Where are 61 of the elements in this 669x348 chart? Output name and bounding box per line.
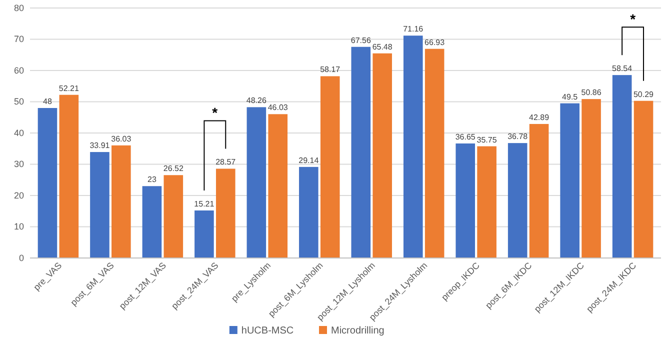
data-label: 50.86 — [581, 88, 602, 98]
data-label: 48.26 — [246, 96, 267, 106]
y-tick-label: 50 — [14, 96, 24, 107]
bar — [216, 168, 236, 258]
data-label: 36.78 — [508, 132, 528, 142]
y-tick-label: 60 — [14, 65, 24, 76]
bar — [477, 146, 496, 258]
data-label: 66.93 — [424, 38, 446, 47]
bar — [112, 145, 131, 258]
data-label: 36.03 — [111, 134, 132, 144]
data-label: 35.75 — [476, 135, 498, 144]
data-label: 15.21 — [194, 199, 215, 208]
bar — [164, 175, 184, 258]
bar — [372, 53, 392, 258]
data-label: 49.5 — [562, 92, 578, 102]
data-label: 26.52 — [163, 164, 184, 174]
bar — [268, 114, 288, 258]
data-label: 50.29 — [634, 90, 654, 99]
y-tick-label: 20 — [14, 190, 24, 200]
bar — [90, 152, 110, 258]
bar — [194, 210, 214, 258]
data-label: 58.54 — [612, 64, 633, 74]
bar — [351, 46, 371, 258]
bar — [299, 166, 318, 258]
data-label: 28.57 — [216, 158, 236, 167]
data-label: 58.17 — [320, 65, 341, 74]
y-tick-label: 70 — [14, 34, 24, 44]
bar — [246, 107, 266, 258]
annotation: * — [212, 104, 218, 121]
bar — [59, 94, 79, 258]
data-label: 71.16 — [403, 24, 424, 34]
bar — [634, 100, 654, 258]
data-label: 52.21 — [58, 84, 80, 93]
bar — [612, 75, 632, 258]
bar — [403, 36, 423, 258]
data-label: 42.89 — [529, 112, 550, 122]
y-tick-label: 0 — [18, 252, 24, 263]
bar — [320, 76, 340, 258]
data-label: 48 — [43, 97, 52, 106]
data-label: 33.91 — [90, 141, 110, 150]
bar — [456, 143, 476, 258]
data-label: 36.65 — [455, 132, 476, 142]
y-tick-label: 40 — [14, 128, 24, 138]
bar — [582, 99, 601, 258]
bar — [142, 186, 162, 258]
legend-label: Microdrilling — [331, 326, 384, 336]
data-label: 23 — [148, 175, 157, 184]
y-tick-label: 80 — [14, 2, 24, 13]
data-label: 65.48 — [372, 42, 393, 52]
data-label: 67.56 — [350, 36, 372, 45]
y-tick-label: 10 — [14, 222, 24, 232]
annotation: * — [630, 11, 636, 28]
legend-label: hUCB-MSC — [241, 326, 294, 336]
bar — [38, 108, 58, 258]
data-label: 46.03 — [268, 103, 288, 112]
bar — [560, 103, 580, 258]
bar — [529, 124, 549, 258]
bar — [424, 48, 444, 258]
data-label: 29.14 — [298, 156, 320, 165]
bar — [508, 143, 528, 258]
y-tick-label: 30 — [14, 159, 24, 170]
